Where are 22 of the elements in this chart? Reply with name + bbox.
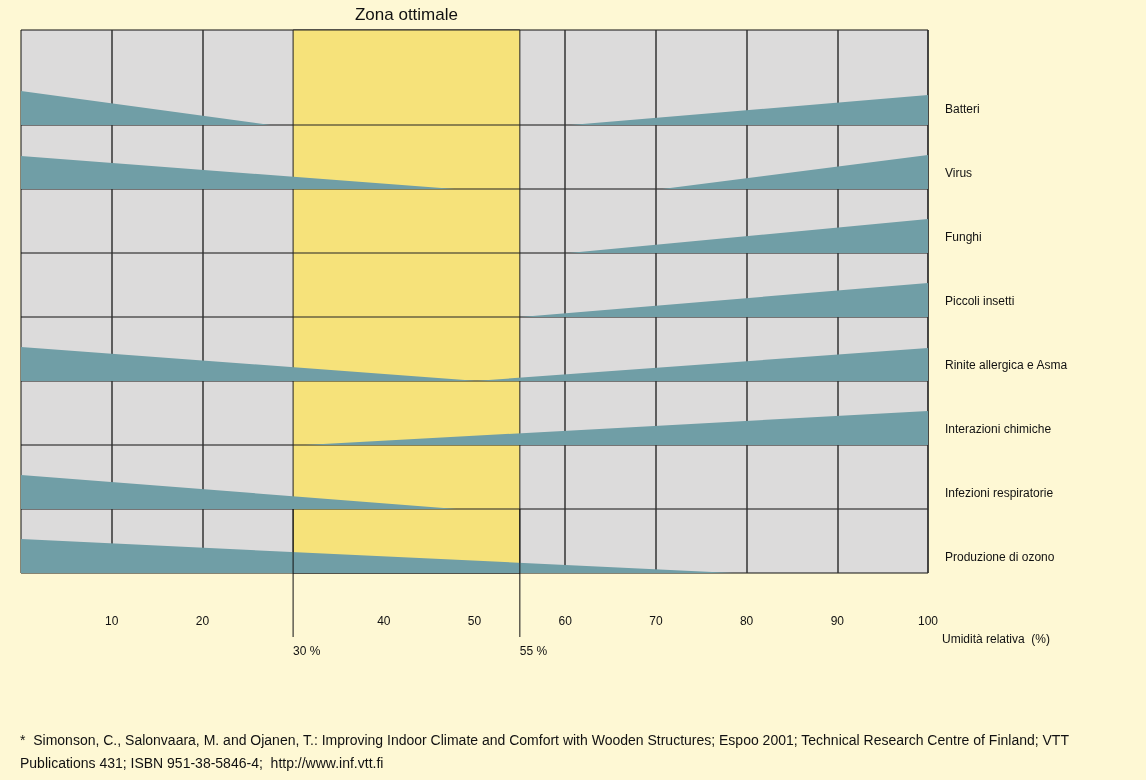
band-label: Zona ottimale [354,4,458,24]
y-axis-title: Interazioni chimiche [945,422,1052,436]
y-axis-title: Virus [945,166,973,180]
y-axis-title: Piccoli insetti [945,294,1015,308]
x-tick-label: 100 [917,614,939,628]
y-axis-title: Rinite allergica e Asma [945,358,1068,372]
x-axis-title: Umidità relativa (%) [942,632,1051,646]
y-axis-title: Produzione di ozono [945,550,1055,564]
text: * Simonson, C., Salonvaara, M. and Ojanen, T.: Improving Indoor Climate and Comfort with Wooden Structures; Espoo 2001; Technical Research Centre of Finland; VTT Publications 431; ISBN 951-38-5846-4; http://www.inf.vtt.fi [20,731,1073,771]
ref-line-label: 55 % [519,644,548,658]
y-axis-title: Batteri [945,102,980,116]
x-tick-label: 10 [105,614,119,628]
x-tick-label: 90 [830,614,845,628]
x-tick-label: 50 [467,614,482,628]
x-tick-label: 70 [649,614,663,628]
x-tick-label: 40 [377,614,391,628]
x-tick-label: 20 [195,614,210,628]
ref-line-label: 30 % [293,644,321,658]
y-axis-title: Infezioni respiratorie [945,486,1054,500]
x-tick-label: 60 [558,614,573,628]
y-axis-title: Funghi [945,230,982,244]
x-tick-label: 80 [739,614,754,628]
